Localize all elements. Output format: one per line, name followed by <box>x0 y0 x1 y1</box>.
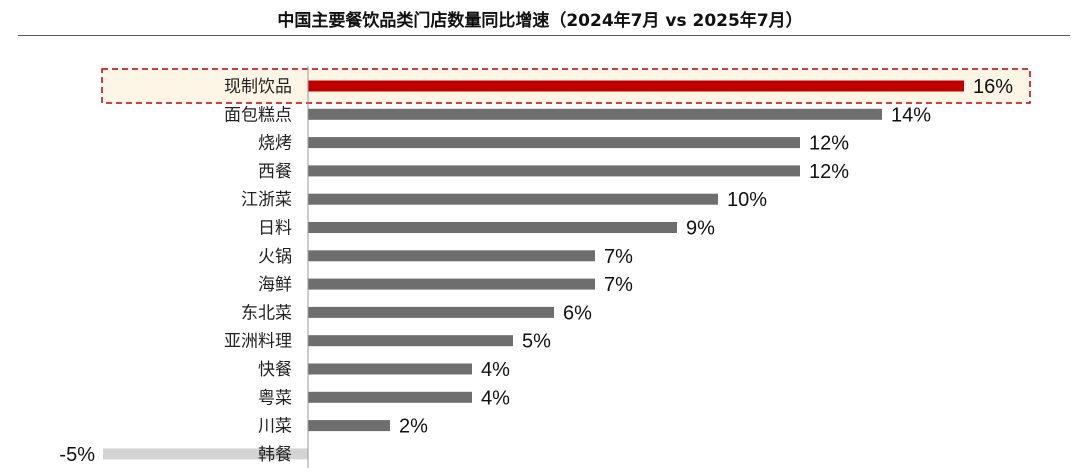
value-label: -5% <box>59 444 95 466</box>
value-label: 12% <box>809 161 849 183</box>
chart-title: 中国主要餐饮品类门店数量同比增速（2024年7月 vs 2025年7月） <box>277 11 803 31</box>
value-label: 6% <box>563 302 592 324</box>
bar <box>308 108 882 120</box>
value-label: 4% <box>481 387 510 409</box>
bar <box>308 391 472 403</box>
value-label: 16% <box>973 76 1013 98</box>
bar <box>308 222 677 233</box>
bar <box>308 420 390 432</box>
value-label: 7% <box>604 274 633 296</box>
bar <box>308 363 472 375</box>
bar <box>308 278 595 290</box>
value-label: 10% <box>727 189 767 211</box>
bar <box>308 250 595 262</box>
value-label: 2% <box>399 416 428 438</box>
bar <box>308 193 718 205</box>
value-label: 4% <box>481 359 510 381</box>
category-label: 川菜 <box>258 417 292 437</box>
value-label: 14% <box>891 104 931 126</box>
category-label: 日料 <box>258 219 292 239</box>
category-label: 江浙菜 <box>241 190 292 210</box>
value-label: 12% <box>809 133 849 155</box>
bar <box>308 306 554 318</box>
bar <box>308 137 800 149</box>
category-label: 韩餐 <box>258 445 292 465</box>
category-label: 快餐 <box>258 360 292 380</box>
bar <box>308 80 964 92</box>
value-label: 9% <box>686 218 715 240</box>
bar <box>308 335 513 347</box>
category-label: 西餐 <box>258 162 292 182</box>
title-divider <box>18 35 1070 36</box>
category-label: 现制饮品 <box>224 77 292 97</box>
value-label: 7% <box>604 246 633 268</box>
category-label: 火锅 <box>258 247 292 267</box>
category-label: 亚洲料理 <box>224 332 292 352</box>
bar <box>103 448 308 460</box>
category-label: 面包糕点 <box>224 105 292 125</box>
bar <box>308 165 800 177</box>
category-label: 粤菜 <box>258 388 292 408</box>
category-label: 海鲜 <box>258 275 292 295</box>
value-label: 5% <box>522 331 551 353</box>
category-label: 烧烤 <box>258 134 292 154</box>
category-label: 东北菜 <box>241 303 292 323</box>
